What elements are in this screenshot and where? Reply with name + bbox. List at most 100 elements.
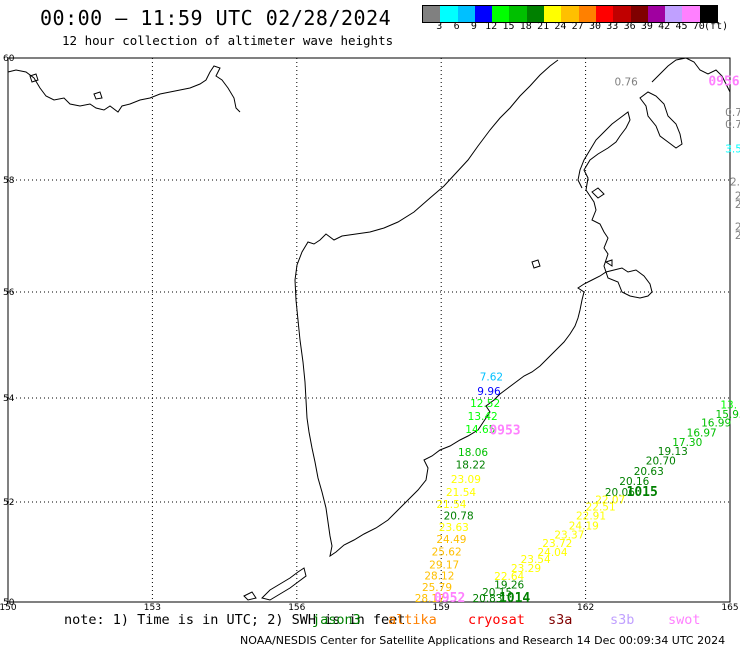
colorbar-swatch — [492, 6, 510, 22]
colorbar-label: 18 — [519, 21, 532, 32]
wave-height-label: 2.1 — [735, 221, 740, 233]
colorbar-swatch — [630, 6, 648, 22]
wave-height-label: 3.59 — [725, 144, 740, 156]
wave-height-label: 23.63 — [439, 522, 469, 534]
wave-height-label: 17.30 — [672, 437, 702, 449]
latitude-tick-label: 50 — [3, 598, 15, 608]
coastline — [7, 57, 731, 601]
wave-height-label: 22.64 — [494, 571, 524, 583]
wave-height-label: 23.09 — [451, 474, 481, 486]
wave-height-label: 7.62 — [480, 372, 503, 384]
colorbar-swatch — [665, 6, 683, 22]
pass-time-label: 0956 — [708, 74, 739, 89]
wave-height-label: 28.17 — [415, 593, 445, 605]
wave-height-label: 13. — [720, 399, 737, 411]
colorbar-label: 45 — [675, 21, 688, 32]
colorbar-swatch — [699, 6, 718, 22]
colorbar-label: 39 — [640, 21, 653, 32]
satellite-legend-item: jason3 — [312, 612, 361, 628]
wave-height-label: 23.37 — [554, 530, 584, 542]
map-frame — [7, 57, 731, 603]
north-coastline — [7, 65, 241, 113]
credit-line: NOAA/NESDIS Center for Satellite Applica… — [240, 634, 726, 647]
wave-height-label: 23.54 — [521, 554, 551, 566]
satellite-legend-item: s3b — [610, 612, 635, 628]
colorbar-swatch — [509, 6, 527, 22]
wave-height-label: 15.95 — [716, 409, 740, 421]
wave-height-label: 16.97 — [687, 427, 717, 439]
east-islet — [604, 259, 613, 267]
map-subtitle: 12 hour collection of altimeter wave hei… — [62, 33, 394, 48]
longitude-tick-label: 153 — [144, 603, 161, 613]
ne-coastline — [651, 57, 731, 93]
kuril-island — [243, 591, 257, 601]
colorbar-swatch — [544, 6, 562, 22]
wave-height-label: 22.91 — [576, 511, 606, 523]
wave-height-label: 19.13 — [658, 446, 688, 458]
latitude-tick-label: 52 — [3, 498, 14, 508]
satellite-legend-item: altika — [388, 612, 437, 628]
colorbar-label: 15 — [502, 21, 515, 32]
colorbar-label: 70 — [692, 21, 705, 32]
colorbar-label: 27 — [571, 21, 584, 32]
colorbar-label: 30 — [588, 21, 602, 32]
longitude-tick-label: 156 — [288, 603, 305, 613]
wave-height-label: 2.1 — [730, 177, 740, 189]
longitude-tick-label: 159 — [433, 603, 450, 613]
colorbar-swatch — [682, 6, 700, 22]
wave-height-label: 18.06 — [458, 447, 488, 459]
longitude-tick-label: 165 — [721, 603, 738, 613]
colorbar-label: 24 — [554, 21, 567, 32]
colorbar-label: 3 — [436, 21, 443, 32]
colorbar-label: 42 — [658, 21, 671, 32]
wave-height-label: 24.49 — [436, 534, 466, 546]
wave-height-label: 20.16 — [619, 476, 649, 488]
kamchatka-coastline — [294, 59, 653, 558]
east-islet — [591, 187, 605, 199]
wave-height-label: 25.79 — [422, 582, 452, 594]
wave-height-label: 24.04 — [537, 547, 567, 559]
wave-height-label: 20.06 — [605, 487, 635, 499]
colorbar-label: 9 — [470, 21, 477, 32]
latitude-tick-label: 56 — [3, 288, 15, 298]
pass-time-label: 0953 — [489, 423, 520, 438]
colorbar-swatch — [613, 6, 631, 22]
colorbar-label: 33 — [606, 21, 619, 32]
wave-height-label: 23.29 — [511, 563, 541, 575]
wave-height-label: 22.51 — [586, 502, 616, 514]
colorbar-swatch — [647, 6, 666, 22]
east-islet — [531, 259, 541, 269]
colorbar-label: 6 — [453, 21, 460, 32]
wave-height-label: 9.96 — [477, 386, 501, 398]
colorbar-swatch — [578, 6, 596, 22]
wave-height-label: 2.1 — [735, 199, 740, 211]
colorbar-labels: 3 6 9 12 15 18 21 24 27 30 33 36 39 42 45 70 (ft) — [422, 21, 728, 33]
wave-height-label: 22.07 — [595, 495, 625, 507]
satellite-legend-item: s3a — [548, 612, 573, 628]
map-notes: note: 1) Time is in UTC; 2) SWH is in fe… — [64, 612, 406, 628]
wave-height-label: 21.54 — [436, 499, 466, 511]
colorbar-swatch — [423, 6, 441, 22]
wave-height-label: 24.19 — [569, 521, 599, 533]
pass-time-label: 1015 — [627, 485, 658, 500]
satellite-legend-item: swot — [668, 612, 701, 628]
colorbar-label: 12 — [485, 21, 498, 32]
longitude-tick-label: 150 — [0, 603, 17, 613]
wave-height-label: 25.62 — [432, 547, 462, 559]
wave-height-labels: 0.760.730.733.592.12.02.12.12.33.3.7.629… — [415, 76, 740, 605]
wave-height-colorbar — [422, 5, 719, 23]
graticule — [8, 58, 730, 602]
wave-height-label: 20.63 — [634, 466, 664, 478]
pass-time-label: 1014 — [499, 591, 530, 606]
latitude-tick-label: 54 — [3, 394, 15, 404]
wave-height-label: 19.26 — [494, 580, 524, 592]
colorbar-swatch — [561, 6, 579, 22]
colorbar-swatch — [440, 6, 458, 22]
latitude-tick-label: 60 — [3, 54, 15, 64]
map-title: 00:00 – 11:59 UTC 02/28/2024 — [40, 6, 392, 30]
wave-height-label: 28.12 — [424, 571, 454, 583]
karaginsky-island — [639, 91, 683, 149]
wave-height-label: 14.65 — [465, 424, 495, 436]
wave-height-label: 29.17 — [429, 560, 459, 572]
colorbar-label: (ft) — [704, 21, 729, 32]
